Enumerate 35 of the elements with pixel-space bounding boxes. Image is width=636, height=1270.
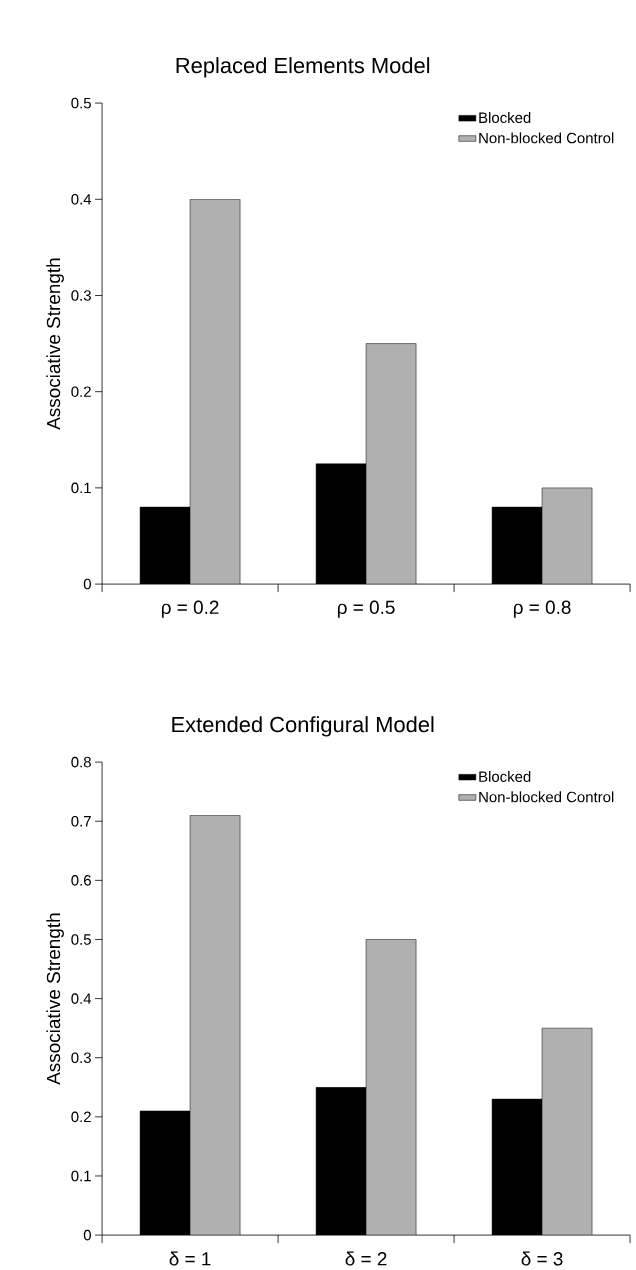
legend-label: Blocked <box>479 771 531 782</box>
bar <box>541 1027 593 1236</box>
y-tick-label: 0 <box>83 578 91 590</box>
y-axis-title: Associative Strength <box>46 913 64 1085</box>
y-axis-title: Associative Strength <box>46 258 64 430</box>
chart-title: Extended Configural Model <box>172 716 434 737</box>
x-tick-label: ρ = 0.8 <box>513 600 571 618</box>
x-tick-label: δ = 3 <box>521 1251 563 1266</box>
y-tick-label: 0.5 <box>71 97 91 109</box>
y-tick-label: 0.7 <box>71 815 91 827</box>
x-tick-label: δ = 1 <box>169 1251 211 1266</box>
y-tick-label: 0.3 <box>71 290 91 301</box>
bar <box>365 343 417 585</box>
bar <box>541 487 593 585</box>
bar <box>365 939 417 1236</box>
bar <box>189 199 241 585</box>
y-tick-label: 0.6 <box>71 875 91 886</box>
y-tick-label: 0.2 <box>71 386 91 397</box>
legend-label: Non-blocked Control <box>479 791 614 803</box>
x-tick-label: ρ = 0.2 <box>161 600 219 618</box>
y-tick-label: 0.8 <box>71 756 91 768</box>
x-tick-label: δ = 2 <box>345 1251 387 1266</box>
y-tick-label: 0.1 <box>71 482 91 494</box>
chart-title: Replaced Elements Model <box>176 57 430 78</box>
y-tick-label: 0 <box>83 1229 91 1241</box>
legend-label: Non-blocked Control <box>479 132 614 144</box>
y-tick-label: 0.1 <box>71 1170 91 1182</box>
y-tick-label: 0.5 <box>71 934 91 945</box>
y-tick-label: 0.4 <box>71 193 92 205</box>
y-tick-label: 0.2 <box>71 1111 91 1123</box>
y-tick-label: 0.3 <box>71 1052 91 1064</box>
legend-label: Blocked <box>479 112 531 124</box>
bar <box>189 815 241 1236</box>
y-tick-label: 0.4 <box>71 993 92 1004</box>
x-tick-label: ρ = 0.5 <box>337 600 395 618</box>
